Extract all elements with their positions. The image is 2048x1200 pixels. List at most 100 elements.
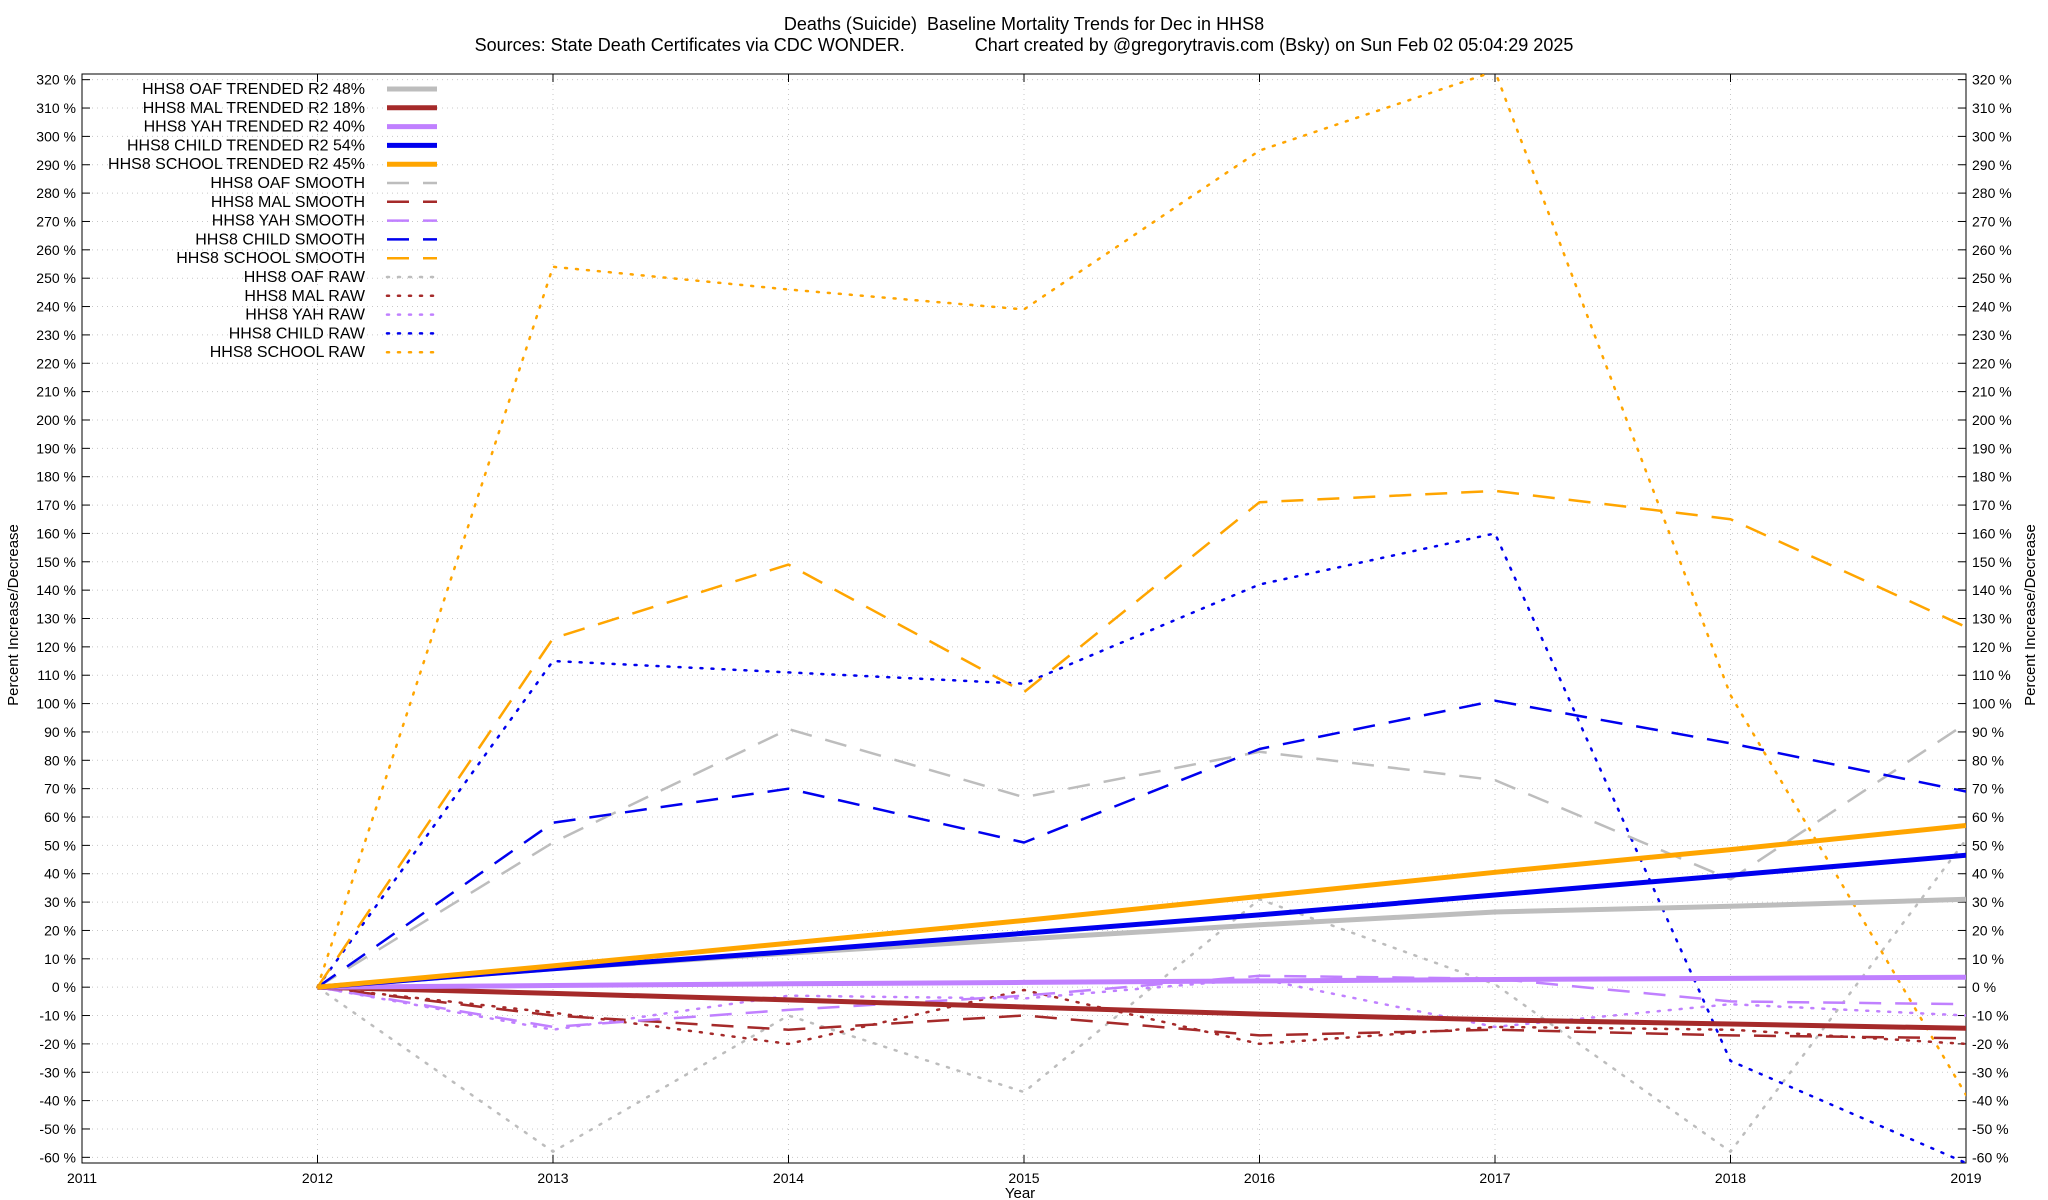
y-tick-label: 70 % [44, 781, 76, 797]
y2-tick-label: -50 % [1972, 1121, 2009, 1137]
y-tick-label: 290 % [36, 157, 76, 173]
y2-tick-label: 160 % [1972, 525, 2012, 541]
series-line-hhs8-oaf-trended-r2-48 [317, 896, 1966, 990]
y2-tick-label: 210 % [1972, 384, 2012, 400]
legend-label: HHS8 CHILD SMOOTH [195, 231, 365, 248]
y-tick-label: -10 % [39, 1008, 76, 1024]
legend-label: HHS8 MAL TRENDED R2 18% [143, 100, 365, 117]
y-tick-label: 190 % [36, 440, 76, 456]
legend-label: HHS8 YAH RAW [245, 307, 366, 324]
y2-tick-label: 110 % [1972, 667, 2011, 683]
series-line-hhs8-school-trended-r2-45 [317, 823, 1966, 990]
y-tick-label: -60 % [39, 1149, 76, 1165]
y2-tick-label: 130 % [1972, 611, 2012, 627]
y-tick-label: 220 % [36, 355, 76, 371]
y-tick-label: 100 % [36, 696, 76, 712]
y2-tick-label: 270 % [1972, 213, 2012, 229]
y-tick-label: 280 % [36, 185, 76, 201]
legend-label: HHS8 CHILD TRENDED R2 54% [127, 137, 365, 154]
y-tick-label: 210 % [36, 384, 76, 400]
y2-tick-label: -20 % [1972, 1036, 2009, 1052]
series-line-hhs8-mal-trended-r2-18 [317, 984, 1966, 1031]
y-tick-label: 140 % [36, 582, 76, 598]
y2-tick-label: 240 % [1972, 299, 2012, 315]
x-tick-label: 2017 [1479, 1170, 1510, 1186]
y-tick-label: 300 % [36, 128, 76, 144]
y-tick-label: 260 % [36, 242, 76, 258]
series-line-hhs8-oaf-raw [316, 838, 1966, 1153]
y-tick-label: 60 % [44, 809, 76, 825]
y2-tick-label: 220 % [1972, 355, 2012, 371]
y2-tick-label: 10 % [1972, 951, 2004, 967]
y2-tick-label: 80 % [1972, 752, 2004, 768]
series-line-hhs8-yah-raw [316, 977, 1966, 1031]
y2-tick-label: 230 % [1972, 327, 2012, 343]
y-tick-label: 130 % [36, 611, 76, 627]
series-line-hhs8-yah-smooth [317, 974, 1966, 1029]
y-tick-label: 200 % [36, 412, 76, 428]
y2-tick-label: 140 % [1972, 582, 2012, 598]
series-line-hhs8-child-trended-r2-54 [317, 852, 1966, 990]
legend-label: HHS8 YAH SMOOTH [212, 213, 365, 230]
y-tick-label: 120 % [36, 639, 76, 655]
y2-tick-label: 20 % [1972, 922, 2004, 938]
y2-tick-label: 40 % [1972, 866, 2004, 882]
plot-frame [81, 73, 1967, 1164]
y2-tick-label: -30 % [1972, 1064, 2009, 1080]
series-line-hhs8-mal-raw [316, 985, 1966, 1046]
series-lines [316, 74, 1966, 1163]
series-line-hhs8-yah-trended-r2-40 [317, 974, 1966, 990]
y-tick-label: 10 % [44, 951, 76, 967]
y2-tick-label: 0 % [1972, 979, 1996, 995]
y-tick-label: 50 % [44, 837, 76, 853]
y-tick-label: 160 % [36, 525, 76, 541]
legend-label: HHS8 OAF SMOOTH [210, 175, 365, 192]
legend-label: HHS8 MAL RAW [244, 288, 366, 305]
x-tick-label: 2018 [1715, 1170, 1746, 1186]
legend-label: HHS8 SCHOOL RAW [210, 344, 366, 361]
y2-tick-label: 170 % [1972, 497, 2012, 513]
x-axis-label: Year [1005, 1185, 1035, 1200]
y2-tick-label: 30 % [1972, 894, 2004, 910]
y-tick-label: -40 % [39, 1093, 76, 1109]
chart-subtitle: Sources: State Death Certificates via CD… [474, 35, 1574, 55]
series-line-hhs8-child-raw [316, 532, 1966, 1163]
y2-tick-label: -10 % [1972, 1008, 2009, 1024]
y-tick-label: -50 % [39, 1121, 76, 1137]
y-tick-label: 40 % [44, 866, 76, 882]
legend-label: HHS8 SCHOOL TRENDED R2 45% [108, 156, 365, 173]
grid [81, 74, 1967, 1163]
x-tick-label: 2013 [537, 1170, 568, 1186]
legend-label: HHS8 MAL SMOOTH [211, 194, 365, 211]
legend-label: HHS8 OAF RAW [244, 269, 366, 286]
y2-tick-label: 60 % [1972, 809, 2004, 825]
y2-tick-label: 100 % [1972, 696, 2012, 712]
y-axis-label: Percent Increase/Decrease [5, 524, 22, 706]
y-tick-label: 110 % [37, 667, 76, 683]
y2-tick-label: -40 % [1972, 1093, 2009, 1109]
series-line-hhs8-school-smooth [316, 489, 1966, 988]
y2-tick-label: 320 % [1972, 72, 2012, 88]
y2-tick-label: -60 % [1972, 1149, 2009, 1165]
y-tick-label: 320 % [36, 72, 76, 88]
y2-tick-label: 300 % [1972, 128, 2012, 144]
y2-tick-label: 50 % [1972, 837, 2004, 853]
legend-label: HHS8 OAF TRENDED R2 48% [142, 81, 365, 98]
y2-tick-label: 90 % [1972, 724, 2004, 740]
x-tick-label: 2014 [773, 1170, 804, 1186]
y2-tick-label: 310 % [1972, 100, 2012, 116]
x-tick-label: 2012 [302, 1170, 333, 1186]
legend: HHS8 OAF TRENDED R2 48% HHS8 MAL TRENDED … [108, 81, 439, 361]
series-line-hhs8-child-smooth [316, 699, 1966, 989]
series-line-hhs8-mal-smooth [317, 985, 1966, 1040]
y2-tick-label: 180 % [1972, 469, 2012, 485]
y2-tick-label: 200 % [1972, 412, 2012, 428]
x-tick-label: 2011 [67, 1170, 97, 1186]
y2-tick-label: 120 % [1972, 639, 2012, 655]
y2-tick-label: 290 % [1972, 157, 2012, 173]
y2-tick-label: 250 % [1972, 270, 2012, 286]
legend-label: HHS8 SCHOOL SMOOTH [176, 250, 365, 267]
y-tick-label: 240 % [36, 299, 76, 315]
y2-axis-label: Percent Increase/Decrease [2022, 524, 2039, 706]
